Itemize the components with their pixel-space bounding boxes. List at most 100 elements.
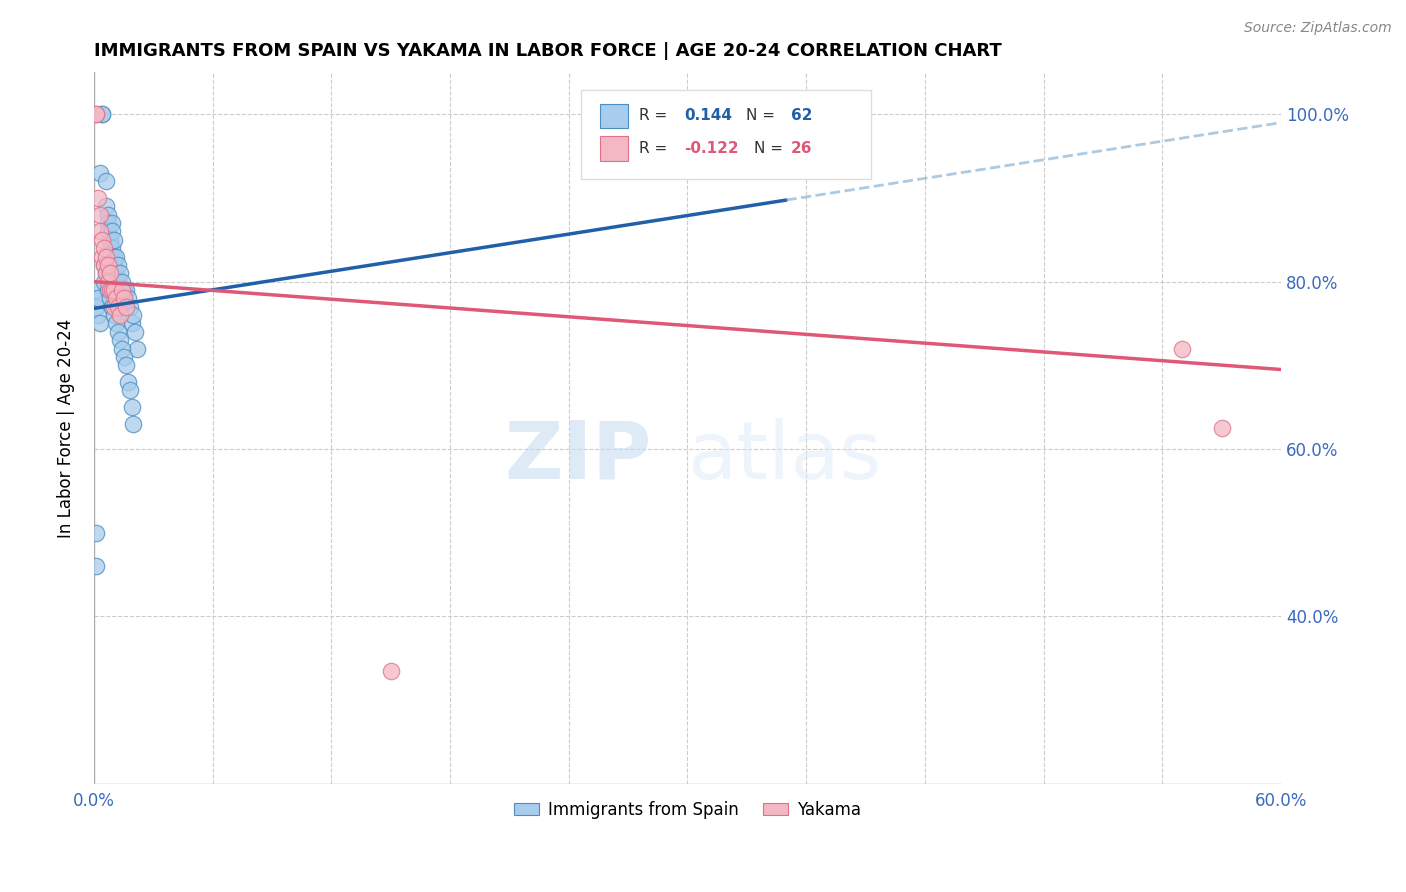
Text: IMMIGRANTS FROM SPAIN VS YAKAMA IN LABOR FORCE | AGE 20-24 CORRELATION CHART: IMMIGRANTS FROM SPAIN VS YAKAMA IN LABOR… <box>94 42 1001 60</box>
Text: 26: 26 <box>790 141 813 156</box>
Point <box>89 166 111 180</box>
Point <box>111 275 134 289</box>
FancyBboxPatch shape <box>599 136 628 161</box>
Text: N =: N = <box>745 108 779 123</box>
Point <box>100 300 122 314</box>
Point <box>90 107 112 121</box>
Point <box>97 258 120 272</box>
Point <box>98 233 121 247</box>
Point <box>87 291 110 305</box>
Point <box>93 258 115 272</box>
Point <box>112 350 135 364</box>
Point <box>108 333 131 347</box>
Point <box>117 291 139 305</box>
Point <box>97 224 120 238</box>
Point <box>84 559 107 574</box>
Point <box>121 317 143 331</box>
Text: 0.144: 0.144 <box>683 108 733 123</box>
Point <box>84 107 107 121</box>
Point <box>100 283 122 297</box>
Point <box>112 300 135 314</box>
Point <box>121 400 143 414</box>
Point <box>98 241 121 255</box>
Point <box>104 291 127 305</box>
Y-axis label: In Labor Force | Age 20-24: In Labor Force | Age 20-24 <box>58 318 75 538</box>
Point <box>90 250 112 264</box>
Point <box>114 359 136 373</box>
Point <box>103 275 125 289</box>
Point <box>90 107 112 121</box>
FancyBboxPatch shape <box>599 103 628 128</box>
Point <box>89 224 111 238</box>
Point <box>1211 421 1233 435</box>
Text: N =: N = <box>754 141 787 156</box>
Legend: Immigrants from Spain, Yakama: Immigrants from Spain, Yakama <box>508 794 868 825</box>
Point <box>97 283 120 297</box>
Point <box>84 300 107 314</box>
Point <box>114 300 136 314</box>
Point <box>103 283 125 297</box>
Point <box>84 525 107 540</box>
Point <box>103 258 125 272</box>
Point <box>84 107 107 121</box>
Point <box>103 300 125 314</box>
Point <box>380 664 402 678</box>
Point <box>94 250 117 264</box>
Point <box>118 300 141 314</box>
Point <box>107 300 129 314</box>
Point <box>94 266 117 280</box>
Point <box>111 291 134 305</box>
Point <box>100 216 122 230</box>
Text: R =: R = <box>638 108 672 123</box>
Point <box>114 283 136 297</box>
Point <box>107 300 129 314</box>
Point <box>107 283 129 297</box>
Point <box>97 275 120 289</box>
Point <box>97 216 120 230</box>
Point <box>93 241 115 255</box>
Point <box>104 283 127 297</box>
Point <box>104 250 127 264</box>
Point <box>112 291 135 305</box>
Point <box>117 375 139 389</box>
Text: atlas: atlas <box>688 417 882 496</box>
Point <box>127 342 149 356</box>
Point <box>98 283 121 297</box>
Point <box>107 275 129 289</box>
Point <box>89 208 111 222</box>
Point <box>103 233 125 247</box>
Point <box>87 308 110 322</box>
Point <box>103 308 125 322</box>
Point <box>104 317 127 331</box>
Text: R =: R = <box>638 141 672 156</box>
Point <box>124 325 146 339</box>
Point <box>103 283 125 297</box>
Point <box>104 266 127 280</box>
Point <box>84 283 107 297</box>
Point <box>97 208 120 222</box>
Point <box>122 308 145 322</box>
Point <box>111 342 134 356</box>
Point <box>108 266 131 280</box>
Point <box>87 191 110 205</box>
Point <box>93 275 115 289</box>
Point <box>111 283 134 297</box>
Text: 62: 62 <box>790 108 813 123</box>
Text: ZIP: ZIP <box>505 417 652 496</box>
Text: Source: ZipAtlas.com: Source: ZipAtlas.com <box>1244 21 1392 35</box>
Point <box>118 384 141 398</box>
Point <box>90 233 112 247</box>
Point <box>94 266 117 280</box>
Point <box>112 283 135 297</box>
Point <box>122 417 145 431</box>
Point <box>107 258 129 272</box>
Point <box>114 300 136 314</box>
Point <box>94 174 117 188</box>
Point <box>89 317 111 331</box>
Point <box>103 250 125 264</box>
Point <box>107 325 129 339</box>
Point <box>100 241 122 255</box>
Point <box>100 224 122 238</box>
Point <box>108 283 131 297</box>
Text: -0.122: -0.122 <box>683 141 738 156</box>
